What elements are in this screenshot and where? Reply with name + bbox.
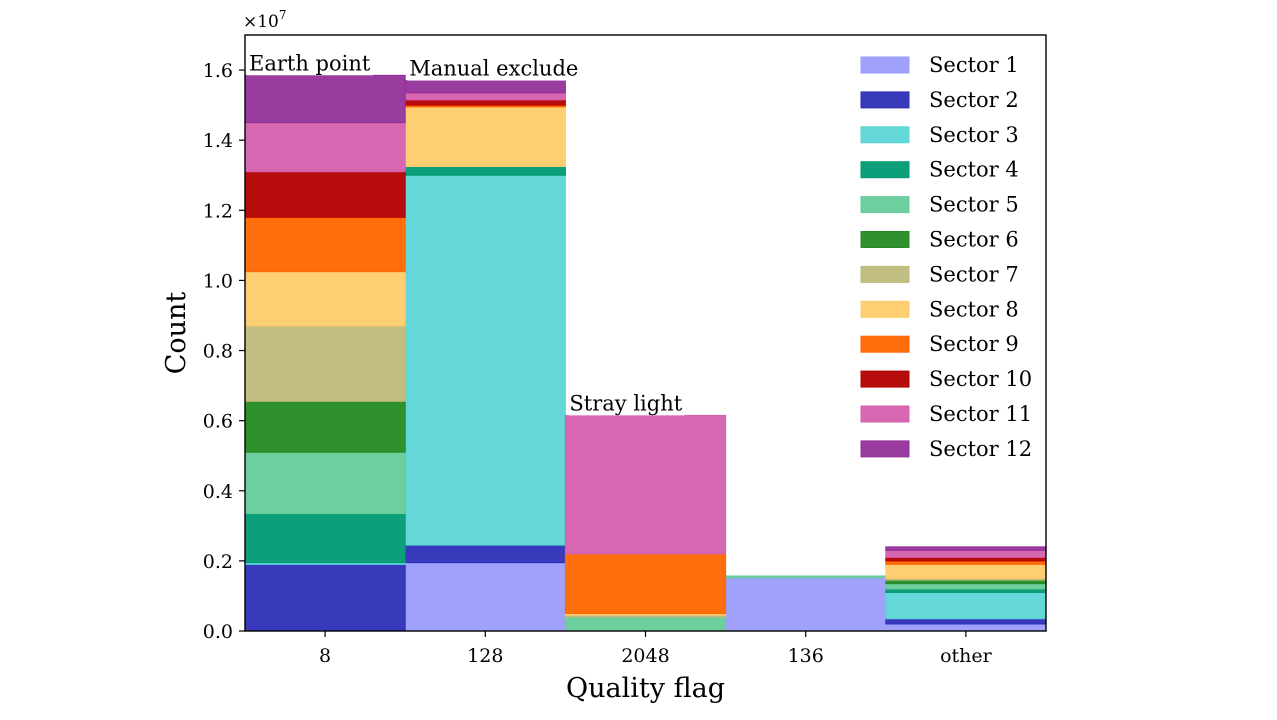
legend-swatch-10 xyxy=(860,370,910,388)
bar-segment-9-other xyxy=(885,560,1047,565)
annotation-background-2 xyxy=(407,58,581,81)
y-tick-label: 0.6 xyxy=(203,411,233,433)
bar-segment-10-other xyxy=(885,556,1047,562)
x-tick-label: 136 xyxy=(788,645,824,667)
legend-swatch-5 xyxy=(860,196,910,214)
annotation-2: Manual exclude xyxy=(409,57,578,81)
annotation-3: Stray light xyxy=(569,391,682,415)
legend-swatch-9 xyxy=(860,335,910,353)
legend-label-5: Sector 5 xyxy=(929,193,1019,217)
bar-segment-6-other xyxy=(885,579,1047,585)
legend-label-2: Sector 2 xyxy=(929,88,1019,112)
bar-segment-12-other xyxy=(885,546,1047,551)
x-tick-label: 2048 xyxy=(621,645,669,667)
legend-label-12: Sector 12 xyxy=(929,437,1032,461)
y-axis: 0.0 0.2 0.4 0.6 0.8 1.0 1.2 1.4 1.6 xyxy=(203,60,245,643)
annotation-1: Earth point xyxy=(249,51,371,75)
annotations-layer: Earth point Manual exclude Stray light xyxy=(247,51,685,416)
y-axis-label: Count xyxy=(161,292,192,375)
bar-segment-4-128 xyxy=(404,165,566,176)
bar-segment-11-8 xyxy=(244,122,406,173)
bar-segment-1-136 xyxy=(725,577,887,632)
legend-swatch-7 xyxy=(860,265,910,283)
y-axis-multiplier-exponent: 7 xyxy=(279,8,287,22)
legend-swatch-2 xyxy=(860,91,910,109)
bar-segment-1-other xyxy=(885,623,1047,632)
bar-segment-9-8 xyxy=(244,216,406,273)
bar-segment-11-other xyxy=(885,549,1047,558)
bar-segment-2-other xyxy=(885,618,1047,625)
bar-segment-12-8 xyxy=(244,74,406,124)
bar-segment-7-8 xyxy=(244,325,406,402)
legend: Sector 1 Sector 2 Sector 3 Sector 4 Sector 5… xyxy=(860,53,1032,461)
x-tick-label: other xyxy=(940,645,993,667)
bar-segment-4-8 xyxy=(244,513,406,564)
legend-label-1: Sector 1 xyxy=(929,53,1019,77)
y-tick-label: 0.8 xyxy=(203,341,233,363)
bar-segment-8-other xyxy=(885,563,1047,579)
bars-layer xyxy=(244,74,1047,632)
bar-segment-2-8 xyxy=(244,563,406,632)
x-axis-label: Quality flag xyxy=(566,673,725,704)
bar-segment-2-128 xyxy=(404,544,566,564)
bar-segment-12-128 xyxy=(404,80,566,94)
legend-swatch-11 xyxy=(860,405,910,423)
bar-segment-6-8 xyxy=(244,400,406,453)
bar-segment-3-128 xyxy=(404,174,566,546)
bar-segment-9-2048 xyxy=(564,553,727,614)
legend-label-3: Sector 3 xyxy=(929,123,1019,147)
y-tick-label: 1.0 xyxy=(203,270,233,292)
bar-segment-8-8 xyxy=(244,271,406,327)
annotation-background-3 xyxy=(567,393,685,416)
legend-label-8: Sector 8 xyxy=(929,297,1019,321)
y-tick-label: 0.0 xyxy=(203,621,233,643)
legend-label-7: Sector 7 xyxy=(929,262,1019,286)
y-tick-label: 1.6 xyxy=(203,60,233,82)
annotation-background-1 xyxy=(247,53,373,76)
bar-segment-5-2048 xyxy=(564,616,727,632)
legend-swatch-12 xyxy=(860,440,910,458)
legend-swatch-8 xyxy=(860,300,910,318)
legend-swatch-1 xyxy=(860,56,910,74)
legend-swatch-4 xyxy=(860,161,910,179)
y-axis-multiplier: ×107 xyxy=(243,8,287,32)
bar-segment-4-other xyxy=(885,588,1047,593)
bar-segment-8-128 xyxy=(404,106,566,167)
x-tick-label: 128 xyxy=(467,645,503,667)
y-tick-label: 1.4 xyxy=(203,130,233,152)
legend-label-9: Sector 9 xyxy=(929,332,1019,356)
bar-segment-10-128 xyxy=(404,99,566,106)
bar-segment-5-other xyxy=(885,583,1047,590)
legend-label-11: Sector 11 xyxy=(929,402,1032,426)
bar-segment-11-128 xyxy=(404,92,566,101)
bar-segment-3-other xyxy=(885,591,1047,620)
bar-segment-10-8 xyxy=(244,171,406,218)
legend-label-10: Sector 10 xyxy=(929,367,1032,391)
y-tick-label: 0.4 xyxy=(203,481,233,503)
legend-swatch-6 xyxy=(860,231,910,248)
bar-segment-5-8 xyxy=(244,451,406,515)
legend-label-4: Sector 4 xyxy=(929,158,1019,182)
legend-swatch-3 xyxy=(860,126,910,144)
y-axis-multiplier-base: ×10 xyxy=(243,12,279,32)
y-tick-label: 0.2 xyxy=(203,551,233,573)
bar-segment-11-2048 xyxy=(564,414,727,555)
x-tick-label: 8 xyxy=(319,645,331,667)
x-axis: 8 128 2048 136 other xyxy=(319,631,993,667)
legend-label-6: Sector 6 xyxy=(929,228,1019,252)
bar-segment-1-128 xyxy=(404,562,566,632)
y-tick-label: 1.2 xyxy=(203,200,233,222)
bar-segment-5-136 xyxy=(725,575,887,579)
